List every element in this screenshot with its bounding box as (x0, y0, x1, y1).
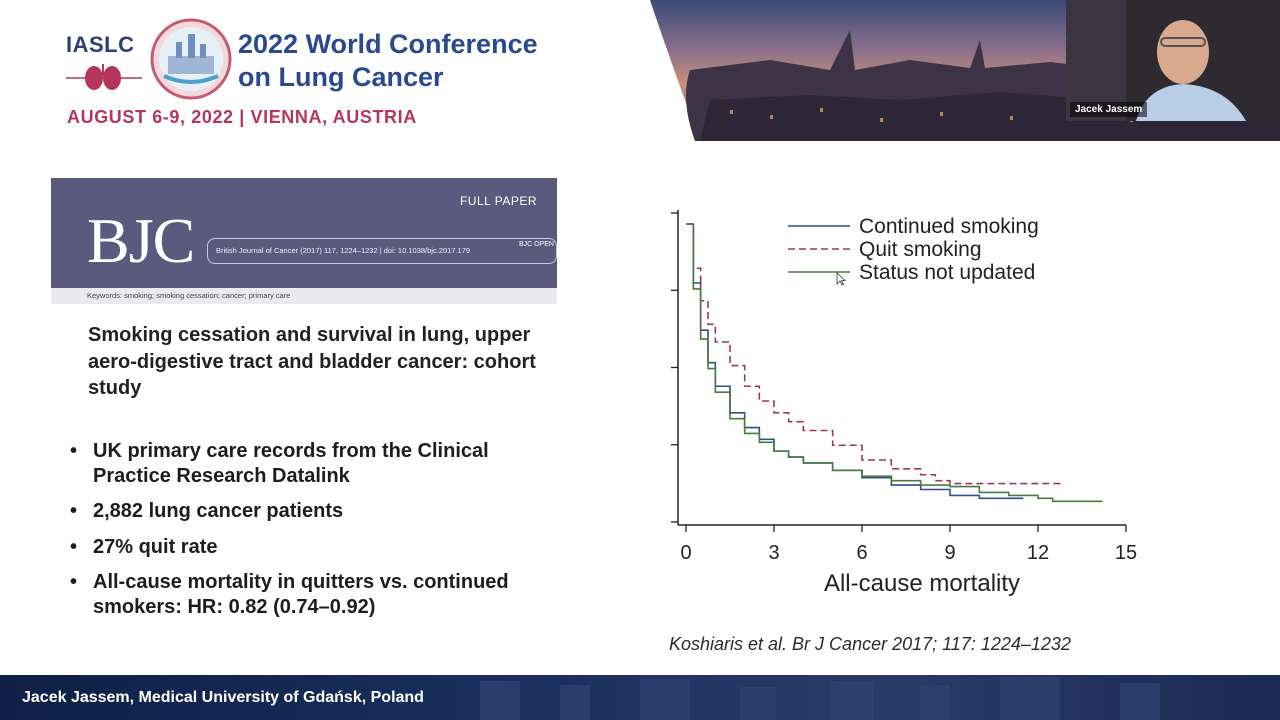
key-points-list: UK primary care records from the Clinica… (68, 439, 568, 630)
x-tick-label: 6 (856, 542, 867, 564)
participant-video-tile[interactable]: Jacek Jassem (1066, 0, 1280, 121)
conference-date-location: AUGUST 6-9, 2022 | VIENNA, AUSTRIA (67, 107, 417, 127)
x-tick-label: 3 (768, 542, 779, 564)
vienna-seal-logo (150, 18, 232, 100)
key-point: 2,882 lung cancer patients (68, 499, 568, 524)
iaslc-logo-text: IASLC (66, 32, 135, 57)
x-axis-label: All-cause mortality (824, 570, 1020, 597)
legend-label: Status not updated (859, 261, 1035, 284)
key-point: 27% quit rate (68, 535, 568, 560)
open-access-badge: BJC OPEN (518, 241, 554, 248)
journal-banner: BJC FULL PAPER British Journal of Cancer… (51, 178, 557, 288)
legend-label: Quit smoking (859, 238, 982, 261)
series-line-3 (686, 223, 1103, 503)
x-tick-label: 12 (1027, 542, 1049, 564)
journal-keywords: Keywords: smoking; smoking cessation; ca… (51, 288, 557, 304)
series-line-2 (686, 223, 1062, 485)
conference-title-line1: 2022 World Conference (238, 29, 538, 59)
conference-title-line2: on Lung Cancer (238, 62, 444, 92)
presenter-footer: Jacek Jassem, Medical University of Gdań… (0, 675, 1280, 720)
presenter-name-affiliation: Jacek Jassem, Medical University of Gdań… (22, 689, 424, 706)
mouse-cursor-icon (836, 272, 846, 286)
survival-chart: 0 3 6 9 12 15 All-cause mortality Continued smo… (671, 210, 1137, 597)
participant-name-label: Jacek Jassem (1070, 102, 1148, 117)
journal-logo: BJC (87, 205, 195, 276)
legend-label: Continued smoking (859, 215, 1039, 238)
x-tick-label: 0 (680, 542, 691, 564)
conference-title: 2022 World Conference on Lung Cancer (238, 28, 538, 94)
key-point: UK primary care records from the Clinica… (68, 439, 568, 488)
x-tick-label: 15 (1115, 542, 1137, 564)
footer-background-image (480, 677, 1160, 720)
journal-citation: British Journal of Cancer (2017) 117, 12… (207, 238, 557, 264)
x-tick-label: 9 (944, 542, 955, 564)
paper-type-label: FULL PAPER (459, 194, 537, 208)
reference-citation: Koshiaris et al. Br J Cancer 2017; 117: … (669, 634, 1071, 654)
journal-citation-text: British Journal of Cancer (2017) 117, 12… (216, 246, 471, 255)
key-point: All-cause mortality in quitters vs. cont… (68, 570, 568, 619)
paper-title: Smoking cessation and survival in lung, … (88, 324, 536, 399)
lungs-icon (66, 64, 142, 90)
participant-avatar (1066, 0, 1280, 121)
